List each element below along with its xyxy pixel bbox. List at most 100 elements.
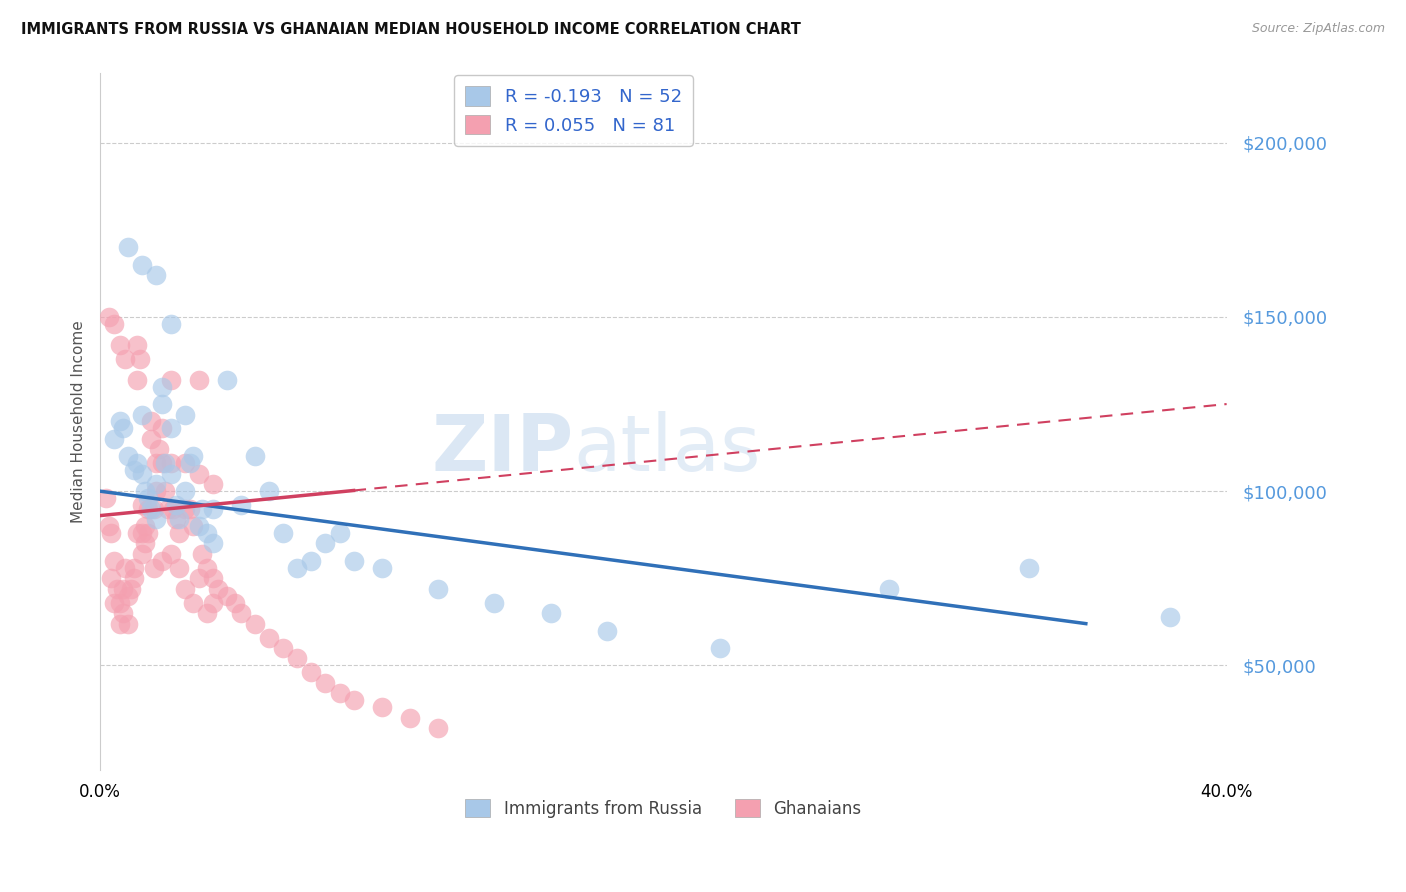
Point	[328, 526, 350, 541]
Point	[142, 561, 165, 575]
Point	[427, 582, 450, 596]
Text: atlas: atlas	[574, 411, 761, 487]
Text: Source: ZipAtlas.com: Source: ZipAtlas.com	[1251, 22, 1385, 36]
Point	[100, 571, 122, 585]
Point	[371, 700, 394, 714]
Point	[139, 432, 162, 446]
Point	[108, 338, 131, 352]
Point	[190, 501, 212, 516]
Point	[134, 536, 156, 550]
Point	[314, 676, 336, 690]
Point	[117, 240, 139, 254]
Point	[165, 512, 187, 526]
Point	[122, 571, 145, 585]
Point	[134, 484, 156, 499]
Point	[159, 456, 181, 470]
Point	[285, 561, 308, 575]
Point	[108, 596, 131, 610]
Point	[136, 501, 159, 516]
Point	[215, 373, 238, 387]
Point	[179, 501, 201, 516]
Point	[181, 450, 204, 464]
Point	[103, 596, 125, 610]
Point	[105, 582, 128, 596]
Point	[173, 484, 195, 499]
Point	[150, 456, 173, 470]
Point	[159, 547, 181, 561]
Point	[150, 421, 173, 435]
Point	[142, 501, 165, 516]
Point	[540, 606, 562, 620]
Point	[134, 519, 156, 533]
Point	[150, 554, 173, 568]
Point	[877, 582, 900, 596]
Point	[114, 561, 136, 575]
Point	[117, 589, 139, 603]
Point	[314, 536, 336, 550]
Point	[139, 415, 162, 429]
Point	[136, 491, 159, 505]
Point	[145, 268, 167, 282]
Point	[125, 373, 148, 387]
Point	[173, 456, 195, 470]
Point	[108, 415, 131, 429]
Point	[229, 498, 252, 512]
Point	[103, 432, 125, 446]
Point	[201, 501, 224, 516]
Point	[201, 536, 224, 550]
Point	[257, 484, 280, 499]
Point	[128, 351, 150, 366]
Point	[179, 456, 201, 470]
Point	[111, 421, 134, 435]
Point	[257, 631, 280, 645]
Point	[120, 582, 142, 596]
Point	[195, 526, 218, 541]
Point	[243, 616, 266, 631]
Point	[150, 379, 173, 393]
Point	[271, 526, 294, 541]
Point	[328, 686, 350, 700]
Point	[165, 498, 187, 512]
Point	[173, 408, 195, 422]
Point	[122, 561, 145, 575]
Point	[97, 310, 120, 324]
Point	[399, 711, 422, 725]
Point	[342, 693, 364, 707]
Point	[187, 519, 209, 533]
Point	[427, 721, 450, 735]
Point	[299, 665, 322, 680]
Point	[190, 547, 212, 561]
Point	[342, 554, 364, 568]
Point	[159, 373, 181, 387]
Point	[103, 317, 125, 331]
Point	[229, 606, 252, 620]
Point	[111, 582, 134, 596]
Point	[484, 596, 506, 610]
Point	[159, 317, 181, 331]
Point	[156, 501, 179, 516]
Point	[108, 616, 131, 631]
Point	[201, 477, 224, 491]
Point	[187, 467, 209, 481]
Point	[159, 421, 181, 435]
Point	[117, 616, 139, 631]
Point	[148, 442, 170, 457]
Point	[271, 640, 294, 655]
Point	[224, 596, 246, 610]
Point	[201, 596, 224, 610]
Point	[150, 397, 173, 411]
Y-axis label: Median Household Income: Median Household Income	[72, 320, 86, 523]
Point	[195, 606, 218, 620]
Point	[181, 596, 204, 610]
Point	[131, 408, 153, 422]
Point	[207, 582, 229, 596]
Point	[187, 373, 209, 387]
Point	[167, 561, 190, 575]
Point	[173, 582, 195, 596]
Point	[167, 526, 190, 541]
Text: ZIP: ZIP	[432, 411, 574, 487]
Point	[125, 526, 148, 541]
Point	[139, 501, 162, 516]
Point	[145, 512, 167, 526]
Point	[153, 456, 176, 470]
